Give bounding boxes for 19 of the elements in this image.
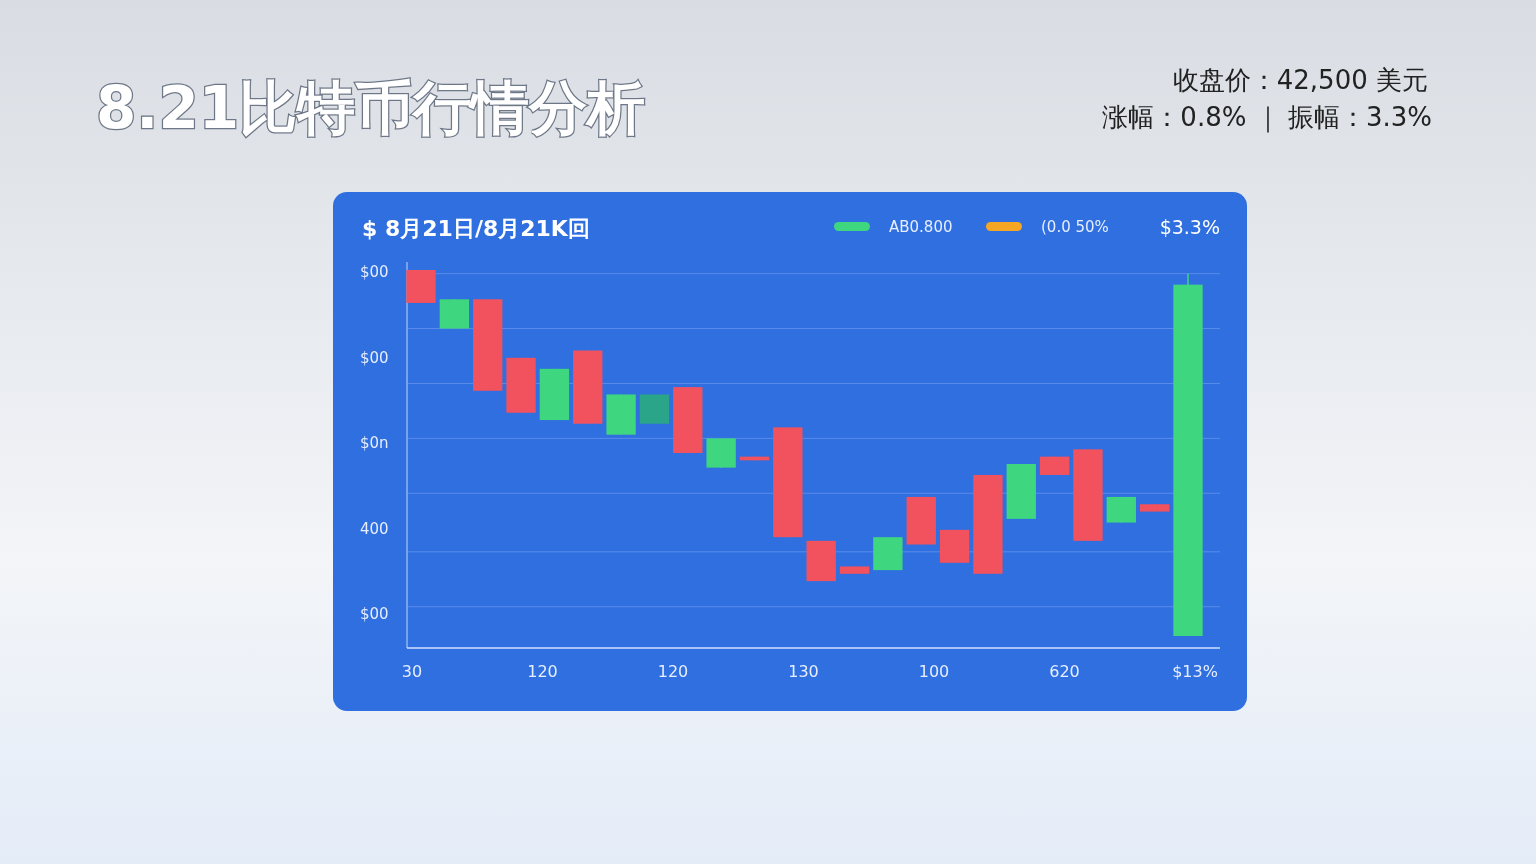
text: $0n bbox=[360, 434, 389, 452]
chart-subtitle: $ 8月21日/8月21K回 bbox=[362, 216, 590, 241]
text: 620 bbox=[1049, 662, 1080, 681]
text: 100 bbox=[918, 662, 950, 681]
text: AB0.800 bbox=[889, 218, 953, 236]
text: $3.3% bbox=[1159, 216, 1220, 238]
chart-title: 8.21比特币行情分析 bbox=[96, 74, 646, 142]
text: 30 bbox=[401, 662, 423, 681]
text: 120 bbox=[527, 662, 558, 681]
text: 涨幅：0.8% ｜ 振幅：3.3% bbox=[1102, 102, 1432, 133]
text: $00 bbox=[360, 605, 389, 623]
text: 收盘价：42,500 美元 bbox=[1172, 65, 1428, 95]
text: 400 bbox=[360, 519, 389, 538]
text: $00 bbox=[360, 263, 389, 281]
text: 130 bbox=[788, 662, 819, 681]
text: $13% bbox=[1172, 662, 1218, 681]
text: $00 bbox=[360, 348, 389, 367]
text: (0.0 50% bbox=[1041, 218, 1109, 236]
text: 120 bbox=[657, 662, 689, 681]
